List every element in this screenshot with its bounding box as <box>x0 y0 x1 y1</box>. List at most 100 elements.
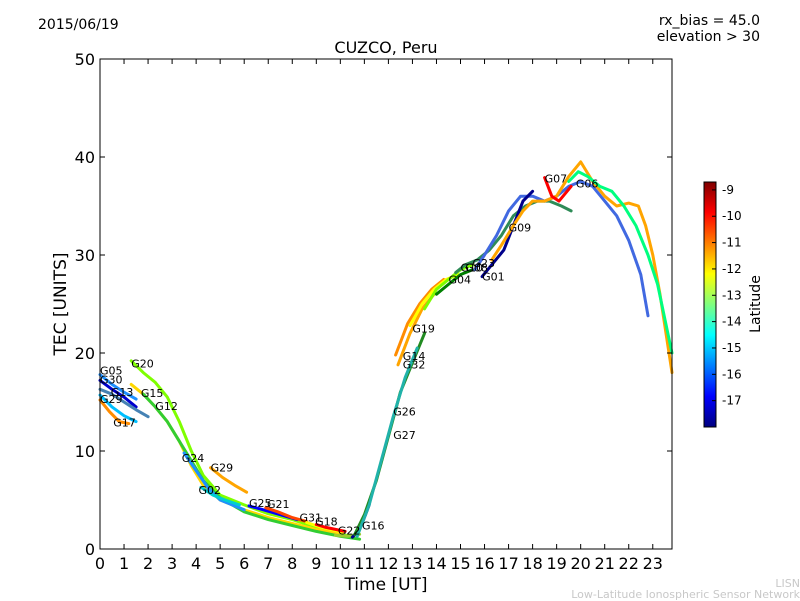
colorbar <box>703 181 717 428</box>
sat-label-g24: G24 <box>182 452 205 465</box>
x-tick-label: 12 <box>378 554 398 573</box>
elevation-label: elevation > 30 <box>656 29 760 45</box>
x-tick-label: 17 <box>498 554 518 573</box>
series-g26-18 <box>355 346 419 538</box>
series-g18-14 <box>314 523 347 533</box>
colorbar-tick-label: -13 <box>722 288 742 302</box>
x-tick-label: 9 <box>311 554 321 573</box>
sat-label-g13: G13 <box>111 386 134 399</box>
plot-frame <box>99 58 673 550</box>
colorbar-label: Latitude <box>748 275 764 333</box>
sat-label-g25: G25 <box>249 497 272 510</box>
series-g13-2 <box>98 387 150 419</box>
sat-label-g05: G05 <box>100 365 123 378</box>
x-tick-label: 3 <box>167 554 177 573</box>
series-g21-12 <box>264 506 309 524</box>
x-tick-label: 20 <box>570 554 590 573</box>
x-tick-label: 5 <box>215 554 225 573</box>
colorbar-tick-label: -12 <box>722 262 742 276</box>
x-tick-label: 7 <box>263 554 273 573</box>
y-tick-label: 20 <box>75 344 95 363</box>
y-axis-ticks: 0 10 20 30 40 50 <box>75 50 672 559</box>
x-tick-label: 4 <box>191 554 201 573</box>
x-tick-label: 0 <box>95 554 105 573</box>
footer-network-short: LISN <box>775 577 800 590</box>
x-axis-label: Time [UT] <box>343 575 427 595</box>
sat-label-g01: G01 <box>482 271 505 284</box>
sat-label-g23: G23 <box>473 257 496 270</box>
colorbar-tick-label: -16 <box>722 367 742 381</box>
sat-label-g27: G27 <box>393 429 416 442</box>
y-tick-label: 40 <box>75 148 95 167</box>
x-tick-label: 23 <box>643 554 663 573</box>
sat-label-g10: G10 <box>461 262 484 275</box>
series-g08-24 <box>454 199 573 275</box>
sat-label-g18: G18 <box>315 516 338 529</box>
x-tick-label: 14 <box>426 554 446 573</box>
date-label: 2015/06/19 <box>38 17 119 33</box>
x-tick-label: 15 <box>450 554 470 573</box>
sat-label-g12: G12 <box>155 400 178 413</box>
x-tick-label: 8 <box>287 554 297 573</box>
series-g06-29 <box>567 170 674 355</box>
sat-label-g04: G04 <box>449 273 472 286</box>
series-layer <box>98 160 674 541</box>
series-g17-4 <box>98 398 131 426</box>
series-g09-27 <box>490 160 674 375</box>
sat-label-g30: G30 <box>100 373 123 386</box>
sat-label-g06: G06 <box>576 177 599 190</box>
series-g07-28 <box>543 176 573 203</box>
x-tick-label: 19 <box>546 554 566 573</box>
sat-label-g02: G02 <box>199 484 222 497</box>
sat-label-g22: G22 <box>338 524 361 537</box>
x-tick-label: 16 <box>474 554 494 573</box>
satellite-labels: G05G30G13G29G17G20G15G12G24G29G02G25G21G… <box>100 173 598 538</box>
series-g10-22 <box>423 263 474 311</box>
sat-label-g15: G15 <box>141 387 164 400</box>
sat-label-g19: G19 <box>412 322 435 335</box>
sat-label-g09: G09 <box>509 222 532 235</box>
sat-label-g32: G32 <box>403 359 426 372</box>
colorbar-tick-label: -14 <box>722 315 742 329</box>
x-tick-label: 6 <box>239 554 249 573</box>
x-tick-label: 22 <box>619 554 639 573</box>
x-tick-label: 1 <box>119 554 129 573</box>
sat-label-g16: G16 <box>362 519 385 532</box>
sat-label-g07: G07 <box>545 173 568 186</box>
sat-label-g31: G31 <box>300 512 323 525</box>
x-tick-label: 10 <box>330 554 350 573</box>
sat-label-g21: G21 <box>267 498 290 511</box>
x-tick-label: 2 <box>143 554 153 573</box>
y-tick-label: 30 <box>75 246 95 265</box>
sat-label-g20: G20 <box>131 358 154 371</box>
colorbar-tick-label: -10 <box>722 209 742 223</box>
y-axis-label: TEC [UNITS] <box>51 252 71 356</box>
colorbar-tick-label: -9 <box>722 183 734 197</box>
series-g04-23 <box>435 268 474 296</box>
colorbar-ticks: -9 -10 -11 -12 -13 -14 -15 -16 -17 <box>712 183 742 408</box>
series-g20-5 <box>129 359 354 538</box>
sat-label-g29: G29 <box>100 393 123 406</box>
sat-label-g26: G26 <box>393 406 416 419</box>
footer-network-name: Low-Latitude Ionospheric Sensor Network <box>571 588 800 601</box>
x-tick-label: 11 <box>354 554 374 573</box>
series-g02-9 <box>199 485 241 507</box>
series-g01-26 <box>480 189 535 279</box>
sat-label-g08: G08 <box>465 262 488 275</box>
colorbar-tick-label: -15 <box>722 341 742 355</box>
x-tick-label: 18 <box>522 554 542 573</box>
x-axis-ticks: 0 1 2 3 4 5 6 7 8 9 10 11 12 13 14 15 16 17 18 19 20 21 22 23 <box>95 59 663 573</box>
colorbar-tick-label: -17 <box>722 394 742 408</box>
rx-bias-label: rx_bias = 45.0 <box>658 13 760 29</box>
y-tick-label: 10 <box>75 442 95 461</box>
chart-title: CUZCO, Peru <box>334 38 438 57</box>
sat-label-g17: G17 <box>113 417 136 430</box>
series-g23-25 <box>473 180 650 318</box>
colorbar-tick-label: -11 <box>722 236 742 250</box>
series-g29-3 <box>98 393 138 424</box>
sat-label-g29: G29 <box>211 462 234 475</box>
y-tick-label: 0 <box>85 540 95 559</box>
series-g30-1 <box>98 378 138 409</box>
series-g29-10 <box>209 466 249 494</box>
